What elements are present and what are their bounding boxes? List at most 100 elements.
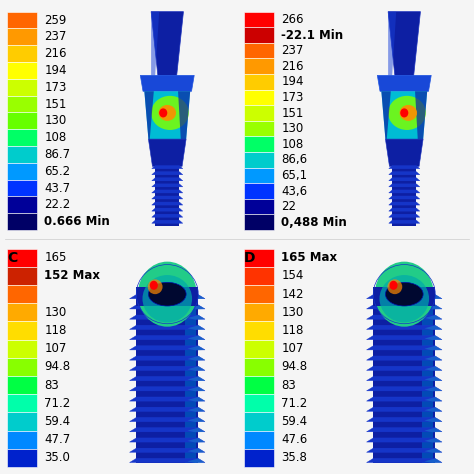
Bar [7,213,36,230]
Text: 35.8: 35.8 [281,451,307,465]
Ellipse shape [138,262,197,327]
Polygon shape [188,315,205,319]
Polygon shape [366,305,442,309]
Polygon shape [152,172,183,175]
Polygon shape [366,458,442,463]
Polygon shape [129,458,205,463]
Polygon shape [129,325,205,329]
Polygon shape [366,407,442,411]
Polygon shape [188,428,205,432]
Bar [7,376,36,394]
Bar [185,294,196,463]
Polygon shape [129,387,205,391]
Text: 259: 259 [44,14,67,27]
Polygon shape [425,336,442,340]
Polygon shape [129,346,205,350]
Text: 152 Max: 152 Max [44,269,100,283]
Polygon shape [145,91,190,139]
Bar [7,249,36,267]
Polygon shape [188,346,205,350]
Text: 59.4: 59.4 [281,415,308,428]
Text: 237: 237 [281,44,304,57]
Bar [244,285,273,303]
Bar [244,137,273,152]
Polygon shape [385,139,423,166]
Polygon shape [389,172,420,175]
Text: 47.7: 47.7 [44,433,71,447]
Polygon shape [389,190,420,193]
Polygon shape [425,418,442,422]
Bar [244,183,273,199]
Text: 71.2: 71.2 [44,397,71,410]
Polygon shape [129,336,205,340]
Text: 107: 107 [281,342,304,356]
Polygon shape [188,336,205,340]
Polygon shape [152,202,183,205]
Polygon shape [388,12,420,75]
Polygon shape [188,305,205,310]
Text: 108: 108 [44,131,66,144]
Polygon shape [425,428,442,432]
Polygon shape [425,366,442,371]
Polygon shape [366,397,442,401]
Polygon shape [129,448,205,452]
Ellipse shape [400,105,417,121]
Bar [244,105,273,121]
Polygon shape [152,166,183,169]
Polygon shape [366,315,442,319]
Polygon shape [377,75,431,91]
Bar [7,197,36,213]
Polygon shape [140,75,194,91]
Text: 65,1: 65,1 [281,169,308,182]
Ellipse shape [151,96,189,130]
Bar [137,294,198,463]
Polygon shape [382,91,391,139]
Polygon shape [366,356,442,360]
Polygon shape [129,305,205,309]
Ellipse shape [387,279,402,294]
Polygon shape [148,139,186,166]
Polygon shape [178,91,190,139]
Text: 194: 194 [281,75,304,88]
Text: D: D [244,251,255,265]
Polygon shape [188,458,205,463]
Polygon shape [425,325,442,330]
Bar [7,340,36,358]
Polygon shape [152,196,183,199]
Text: 173: 173 [44,81,67,94]
Bar [244,394,273,412]
Polygon shape [129,428,205,432]
Text: 237: 237 [44,30,67,43]
Polygon shape [425,387,442,392]
Polygon shape [188,438,205,443]
Polygon shape [152,184,183,187]
Text: 266: 266 [281,13,304,26]
Bar [7,412,36,431]
Polygon shape [366,336,442,340]
Bar [244,340,273,358]
Text: 94.8: 94.8 [44,360,71,374]
Polygon shape [366,295,442,299]
Bar [244,412,273,431]
Text: 173: 173 [281,91,304,104]
Bar [244,249,273,267]
Polygon shape [188,387,205,392]
Polygon shape [129,418,205,421]
Text: 94.8: 94.8 [281,360,308,374]
Text: 118: 118 [44,324,67,337]
Bar [7,321,36,340]
Polygon shape [366,438,442,442]
Polygon shape [366,366,442,370]
Text: 86.7: 86.7 [44,148,71,161]
Text: 118: 118 [281,324,304,337]
Bar [244,303,273,321]
Bar [7,96,36,112]
Text: 43.7: 43.7 [44,182,71,194]
Bar [422,294,433,463]
Bar [7,79,36,96]
Polygon shape [389,214,420,217]
Polygon shape [382,91,427,139]
Text: 35.0: 35.0 [44,451,70,465]
Polygon shape [366,325,442,329]
Text: 43,6: 43,6 [281,184,308,198]
